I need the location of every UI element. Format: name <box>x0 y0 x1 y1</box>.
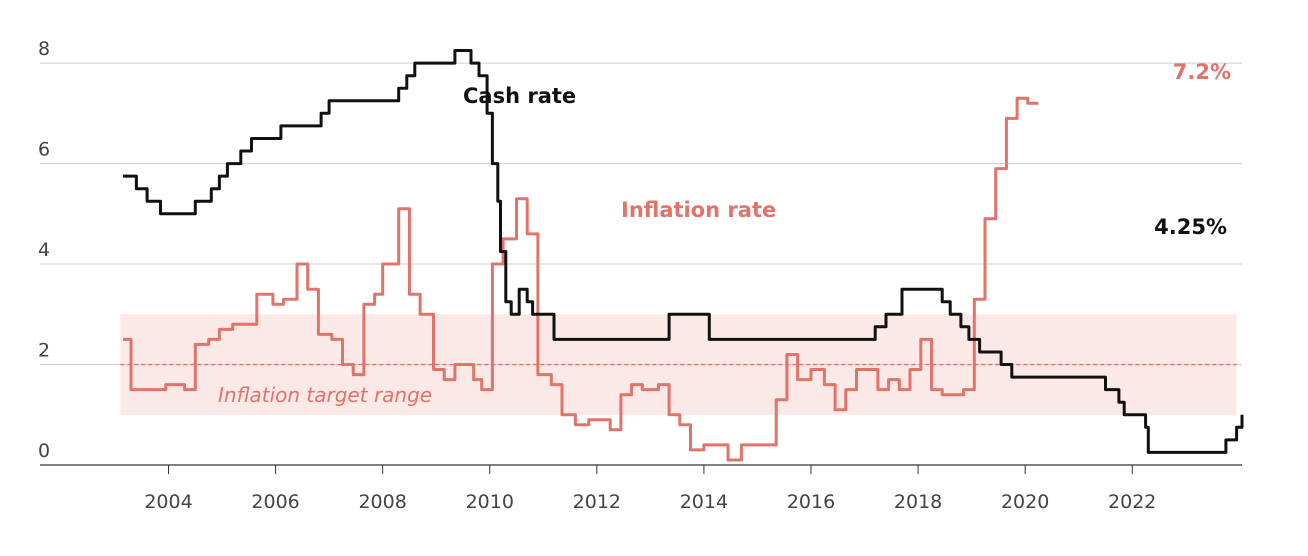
x-tick-label: 2008 <box>358 491 406 513</box>
target-range-label: Inflation target range <box>218 383 432 407</box>
x-tick-label: 2016 <box>787 491 835 513</box>
x-tick-label: 2020 <box>1001 491 1049 513</box>
inflation-rate-label: Inflation rate <box>621 198 776 222</box>
y-tick-label: 4 <box>38 239 50 261</box>
inflation-rate-line <box>123 96 1039 462</box>
cash-rate-end-value: 4.25% <box>1154 215 1227 239</box>
x-tick-label: 2006 <box>251 491 299 513</box>
x-tick-label: 2018 <box>894 491 942 513</box>
x-tick-label: 2012 <box>573 491 621 513</box>
y-tick-label: 0 <box>38 440 50 462</box>
cash-rate-label: Cash rate <box>463 84 576 108</box>
x-tick-label: 2022 <box>1108 491 1156 513</box>
x-tick-label: 2014 <box>680 491 728 513</box>
x-tick-label: 2010 <box>466 491 514 513</box>
y-tick-label: 8 <box>38 38 50 60</box>
y-tick-labels: 0 2 4 6 8 <box>38 38 50 462</box>
y-tick-label: 6 <box>38 139 50 161</box>
inflation-rate-end-value: 7.2% <box>1173 60 1231 84</box>
y-tick-label: 2 <box>38 340 50 362</box>
x-tick-label: 2004 <box>144 491 192 513</box>
x-ticks: 2004 2006 2008 2010 2012 2014 2016 2018 2020 2022 <box>144 465 1156 513</box>
cash-rate-line <box>123 49 1244 454</box>
